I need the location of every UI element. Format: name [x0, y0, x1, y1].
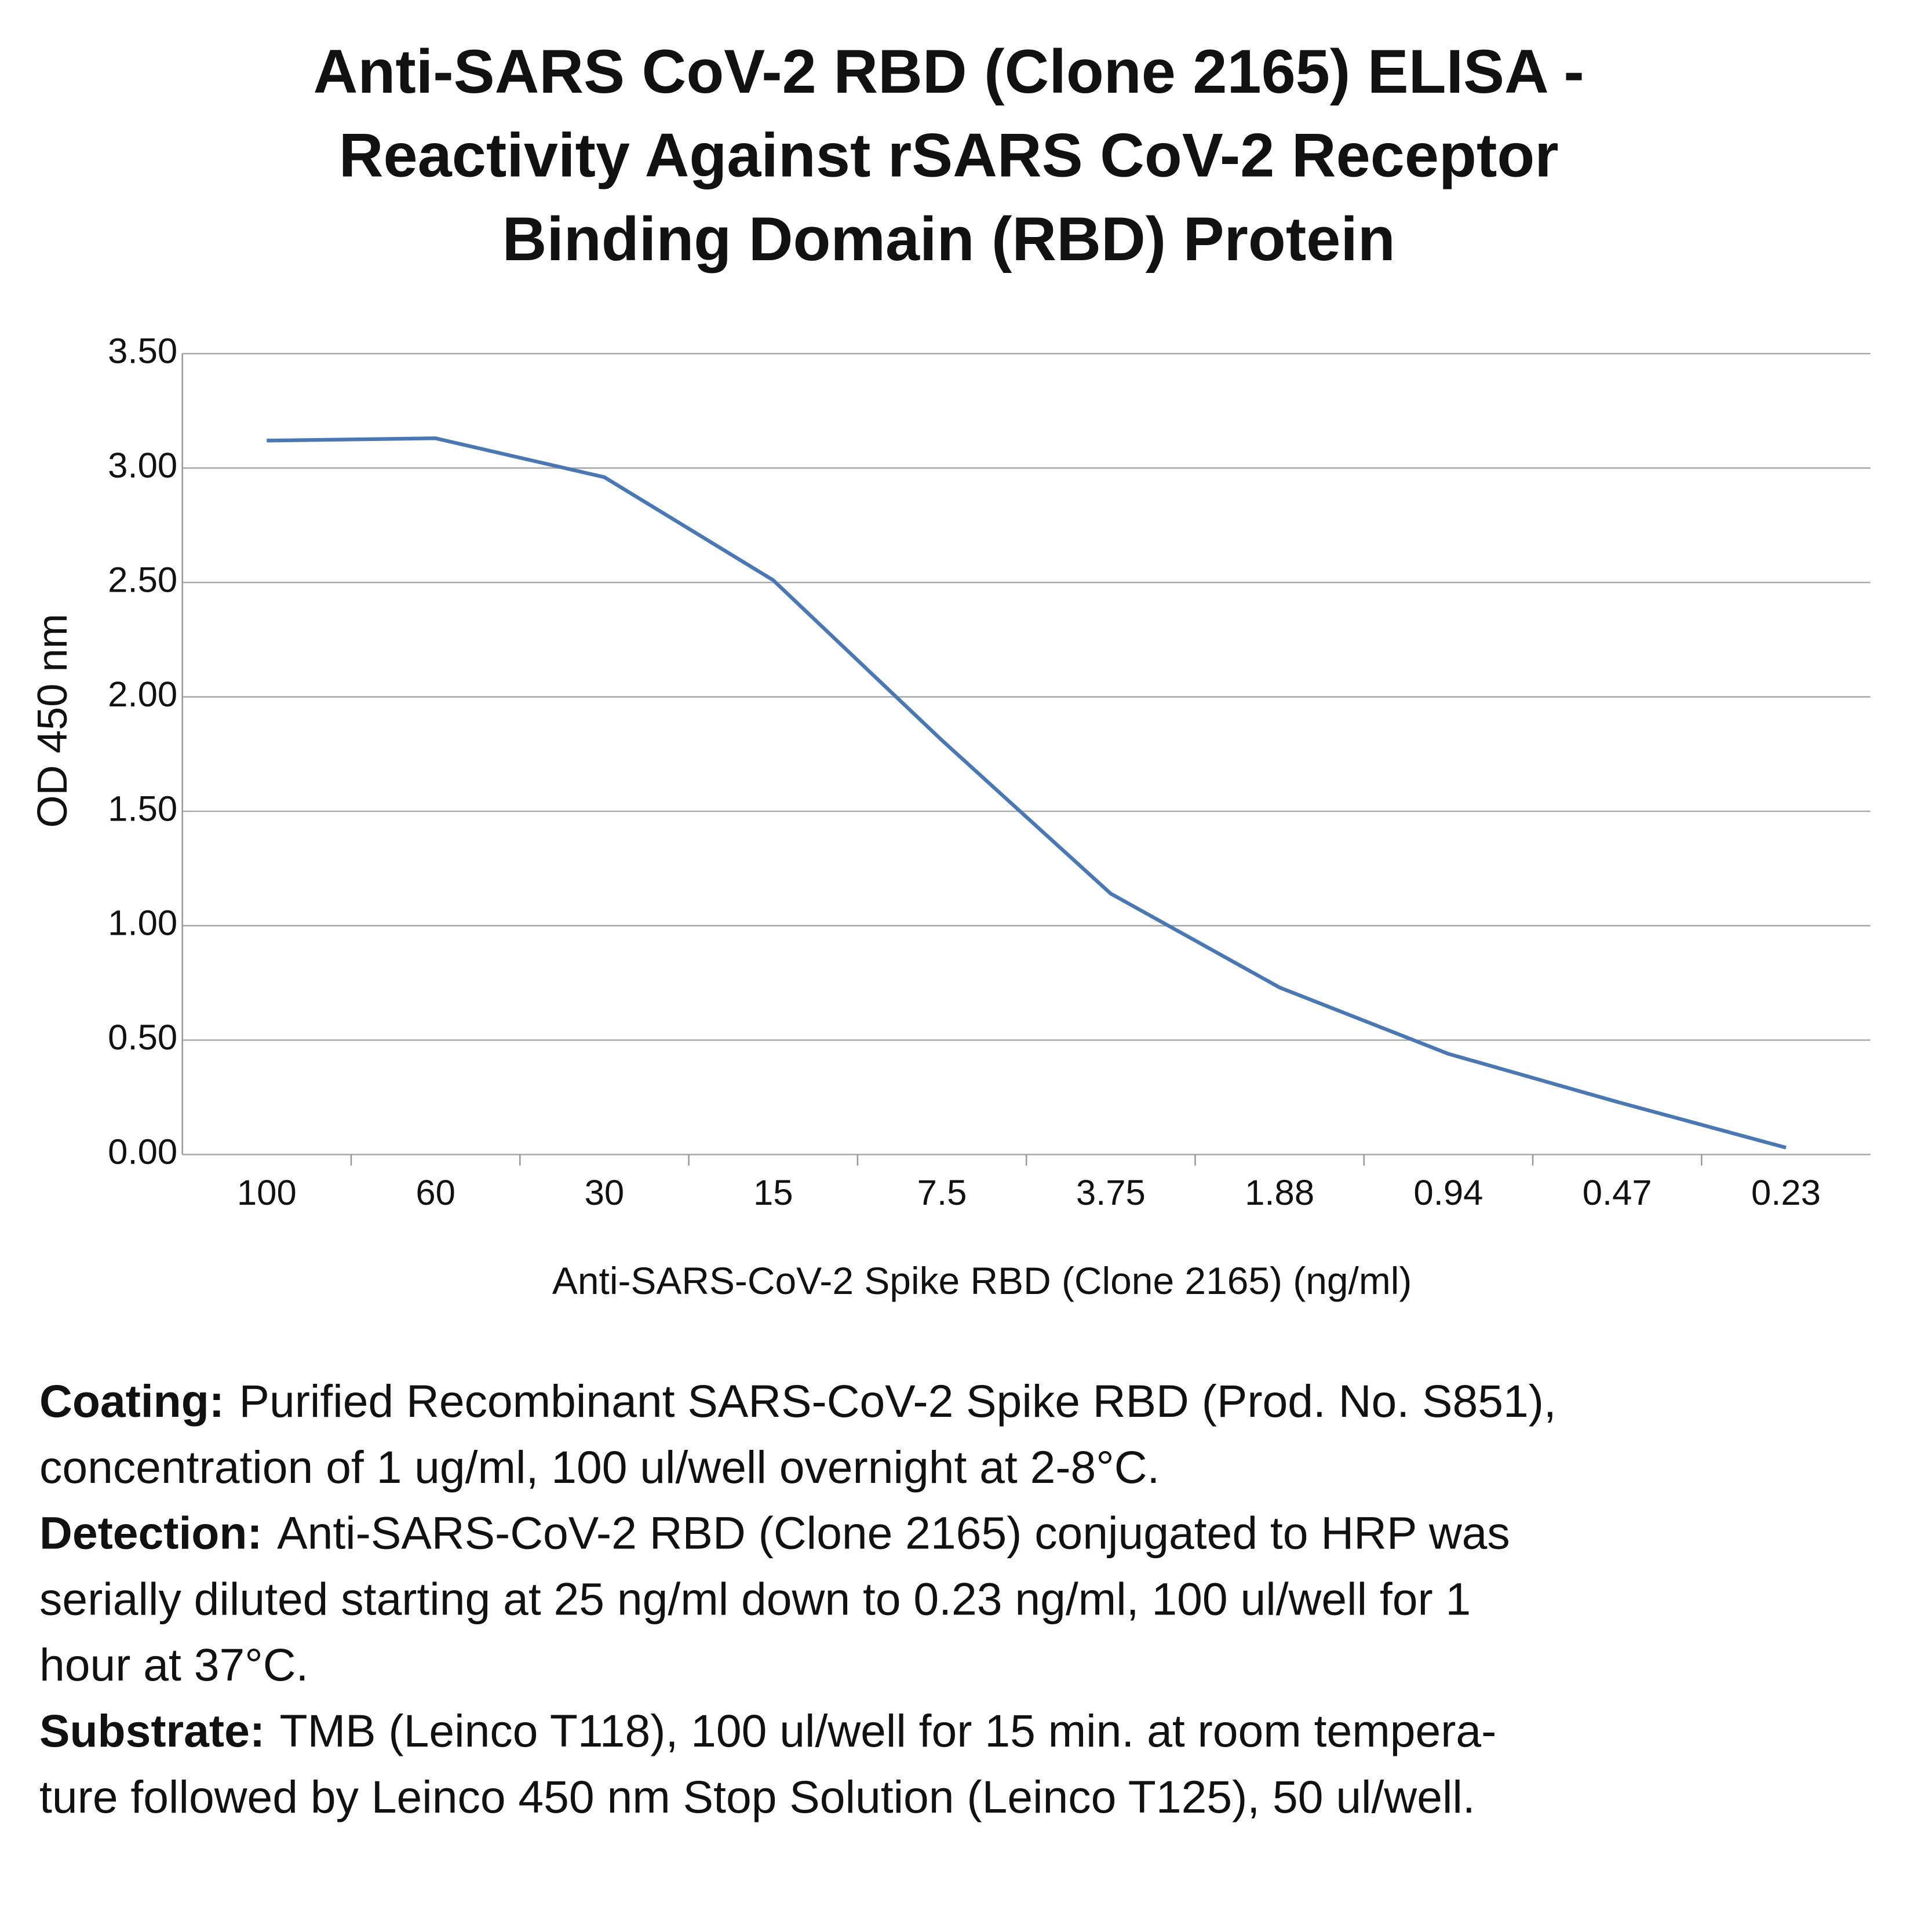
- note-line: concentration of 1 ug/ml, 100 ul/well ov…: [39, 1442, 1160, 1493]
- note-text: serially diluted starting at 25 ng/ml do…: [39, 1573, 1471, 1624]
- note-text: Anti-SARS-CoV-2 RBD (Clone 2165) conjuga…: [277, 1508, 1510, 1559]
- y-tick-label: 3.50: [108, 331, 177, 371]
- x-tick-label: 60: [415, 1173, 455, 1213]
- y-tick-label: 2.00: [108, 675, 177, 715]
- data-line: [267, 436, 1787, 1150]
- note-text: concentration of 1 ug/ml, 100 ul/well ov…: [39, 1442, 1160, 1493]
- note-line: serially diluted starting at 25 ng/ml do…: [39, 1573, 1471, 1624]
- y-tick-label: 1.00: [108, 903, 177, 943]
- y-tick-label: 0.50: [108, 1018, 177, 1058]
- note-text: TMB (Leinco T118), 100 ul/well for 15 mi…: [280, 1705, 1497, 1756]
- y-tick-label: 0.00: [108, 1132, 177, 1172]
- x-axis-label: Anti-SARS-CoV-2 Spike RBD (Clone 2165) (…: [552, 1259, 1412, 1302]
- x-tick-label: 3.75: [1076, 1173, 1146, 1213]
- note-text: hour at 37°C.: [39, 1639, 308, 1690]
- chart-title: Anti-SARS CoV-2 RBD (Clone 2165) ELISA -: [314, 37, 1584, 106]
- note-label: Substrate:: [39, 1705, 265, 1756]
- x-tick-label: 15: [753, 1173, 793, 1213]
- y-tick-label: 1.50: [108, 789, 177, 829]
- chart-title: Binding Domain (RBD) Protein: [502, 205, 1395, 274]
- y-tick-label: 2.50: [108, 560, 177, 600]
- note-line: hour at 37°C.: [39, 1639, 308, 1690]
- x-tick-label: 30: [585, 1173, 625, 1213]
- y-axis-label: OD 450 nm: [30, 614, 76, 828]
- note-line: Detection: Anti-SARS-CoV-2 RBD (Clone 216…: [39, 1508, 1510, 1559]
- y-tick-label: 3.00: [108, 446, 177, 486]
- chart-title: Reactivity Against rSARS CoV-2 Receptor: [339, 121, 1559, 189]
- x-tick-label: 0.94: [1413, 1173, 1483, 1213]
- note-line: ture followed by Leinco 450 nm Stop Solu…: [39, 1771, 1475, 1822]
- note-label: Detection:: [39, 1508, 263, 1559]
- x-tick-label: 7.5: [917, 1173, 967, 1213]
- x-tick-label: 1.88: [1245, 1173, 1314, 1213]
- x-tick-label: 0.23: [1751, 1173, 1821, 1213]
- note-line: Substrate: TMB (Leinco T118), 100 ul/well…: [39, 1705, 1496, 1756]
- note-text: ture followed by Leinco 450 nm Stop Solu…: [39, 1771, 1475, 1822]
- x-tick-label: 100: [237, 1173, 297, 1213]
- x-tick-label: 0.47: [1583, 1173, 1652, 1213]
- note-text: Purified Recombinant SARS-CoV-2 Spike RB…: [239, 1376, 1556, 1427]
- note-label: Coating:: [39, 1376, 224, 1427]
- note-line: Coating: Purified Recombinant SARS-CoV-2 …: [39, 1376, 1556, 1427]
